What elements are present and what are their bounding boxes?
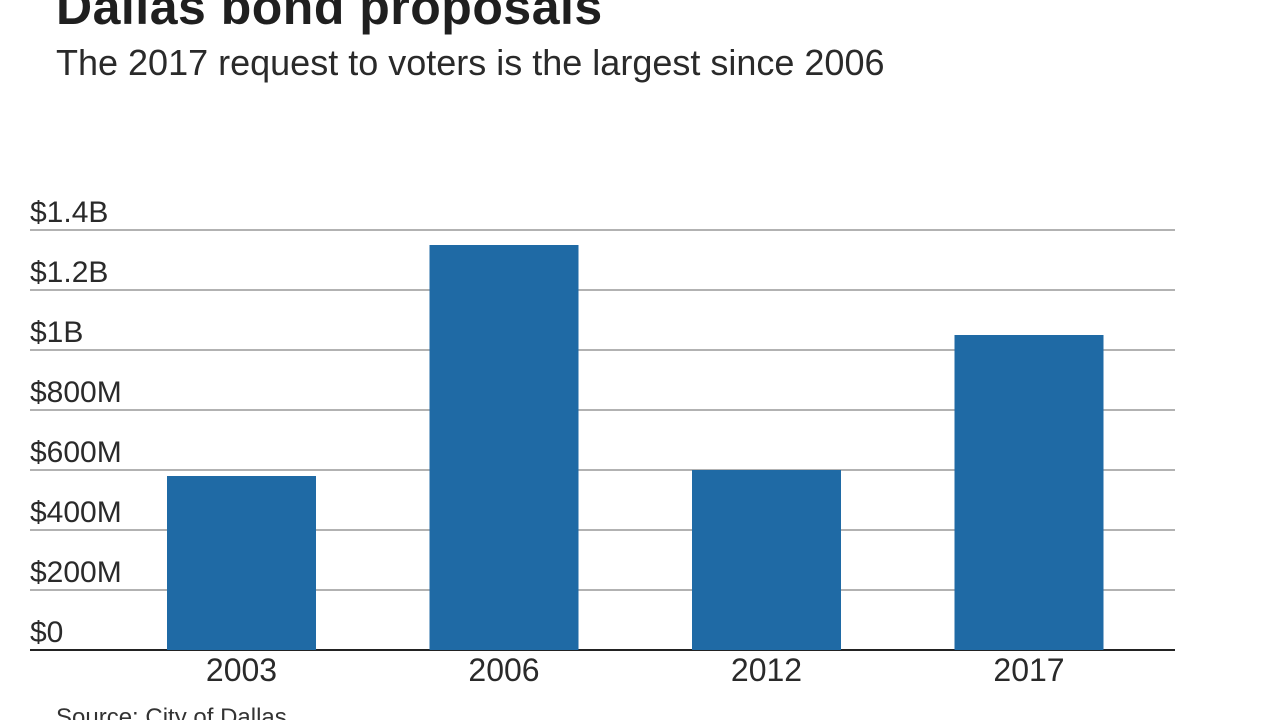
x-axis-tick-labels: 2003 2006 2012 2017	[206, 652, 1065, 688]
bars	[167, 245, 1104, 650]
bar-2003	[167, 476, 316, 650]
chart-subtitle: The 2017 request to voters is the larges…	[56, 42, 885, 83]
y-tick-label: $400M	[30, 496, 122, 529]
y-tick-label: $600M	[30, 436, 122, 469]
x-tick-label: 2012	[731, 652, 802, 688]
x-tick-label: 2003	[206, 652, 277, 688]
y-tick-label: $800M	[30, 376, 122, 409]
y-tick-label: $0	[30, 616, 63, 649]
y-tick-label: $1.4B	[30, 196, 108, 229]
y-tick-label: $1.2B	[30, 256, 108, 289]
y-tick-label: $200M	[30, 556, 122, 589]
x-tick-label: 2006	[468, 652, 539, 688]
chart-title: Dallas bond proposals	[56, 0, 603, 35]
source-note: Source: City of Dallas	[56, 704, 287, 720]
bar-2012	[692, 470, 841, 650]
y-axis-tick-labels: $0 $200M $400M $600M $800M $1B $1.2B $1.4B	[30, 196, 122, 649]
bar-2017	[954, 335, 1104, 650]
x-tick-label: 2017	[993, 652, 1064, 688]
y-tick-label: $1B	[30, 316, 83, 349]
bar-2006	[429, 245, 579, 650]
bar-chart: $0 $200M $400M $600M $800M $1B $1.2B $1.4B 2003…	[30, 196, 1175, 688]
